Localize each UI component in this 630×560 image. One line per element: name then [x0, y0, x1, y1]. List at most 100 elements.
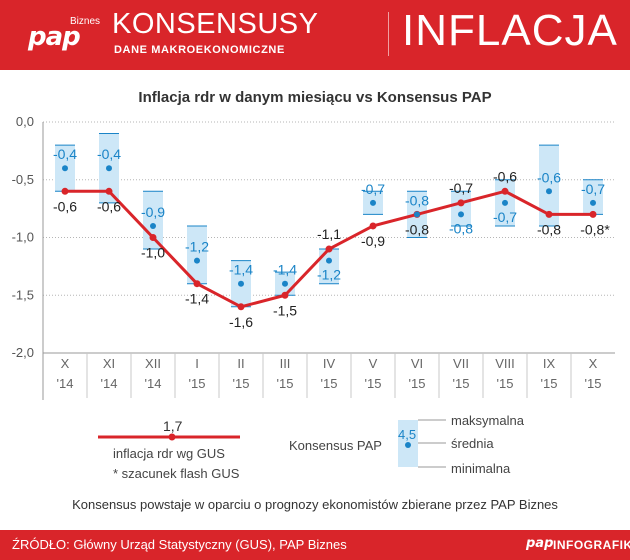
consensus-point [150, 222, 156, 229]
consensus-band [583, 179, 603, 215]
inflation-data-label: -1,5 [273, 302, 297, 318]
inflation-point [237, 303, 245, 311]
inflation-point [325, 245, 333, 253]
inflation-data-label: -0,6 [97, 198, 121, 214]
legend-line-dot [168, 433, 176, 441]
source-text: ŹRÓDŁO: Główny Urząd Statystyczny (GUS),… [12, 537, 347, 552]
x-tick-month: VII [453, 356, 469, 371]
consensus-data-label: -0,4 [53, 146, 77, 162]
inflation-point [501, 187, 509, 195]
x-tick-month: VI [411, 356, 423, 371]
x-tick-year: '14 [57, 376, 74, 391]
y-tick-label: -1,0 [12, 230, 34, 245]
legend-band-dot [405, 442, 411, 448]
consensus-point [414, 211, 420, 218]
inflation-point [369, 222, 377, 230]
consensus-point [282, 280, 288, 287]
consensus-point [458, 211, 464, 218]
consensus-data-label: -0,9 [141, 204, 165, 220]
legend-consensus-sample: 4,5 [398, 427, 417, 442]
inflation-data-label: -1,0 [141, 245, 165, 261]
y-tick-label: -2,0 [12, 345, 34, 360]
x-tick-month: XII [145, 356, 161, 371]
inflation-data-label: -0,8* [580, 221, 610, 237]
consensus-data-label: -1,4 [229, 262, 253, 278]
consensus-data-label: -0,8 [405, 192, 429, 208]
y-tick-label: -1,5 [12, 287, 34, 302]
consensus-point [194, 257, 200, 264]
x-tick-year: '15 [497, 376, 514, 391]
consensus-point [370, 199, 376, 206]
inflation-point [545, 210, 553, 218]
x-tick-year: '15 [277, 376, 294, 391]
legend-line-label: inflacja rdr wg GUS [113, 446, 225, 461]
header-title: KONSENSUSY [112, 8, 319, 40]
consensus-point [106, 165, 112, 172]
header-banner: pap Biznes KONSENSUSY DANE MAKROEKONOMIC… [0, 0, 630, 70]
inflation-point [193, 280, 201, 288]
inflation-point [281, 291, 289, 299]
x-tick-year: '15 [321, 376, 338, 391]
consensus-band [187, 225, 207, 284]
inflation-data-label: -1,4 [185, 291, 209, 307]
consensus-data-label: -1,2 [317, 267, 341, 283]
x-tick-year: '14 [101, 376, 118, 391]
consensus-data-label: -0,8 [449, 220, 473, 236]
consensus-point [546, 188, 552, 195]
inflation-data-label: -1,6 [229, 314, 253, 330]
inflation-data-label: -1,1 [317, 226, 341, 242]
x-tick-month: IX [543, 356, 556, 371]
inflation-data-label: -0,6 [493, 168, 517, 184]
x-tick-month: II [237, 356, 244, 371]
inflation-point [149, 234, 157, 241]
inflation-data-label: -0,9 [361, 233, 385, 249]
consensus-band [143, 191, 163, 250]
consensus-point [238, 280, 244, 287]
inflation-point [105, 187, 113, 195]
x-tick-year: '15 [409, 376, 426, 391]
consensus-data-label: -1,2 [185, 239, 209, 255]
logo-pap-text: pap [28, 22, 81, 52]
x-tick-month: V [369, 356, 378, 371]
x-tick-year: '15 [585, 376, 602, 391]
consensus-point [590, 199, 596, 206]
inflation-data-label: -0,6 [53, 198, 77, 214]
consensus-data-label: -0,7 [361, 181, 385, 197]
consensus-point [62, 165, 68, 172]
header-divider [388, 12, 389, 56]
inflation-point [589, 210, 597, 218]
x-tick-month: IV [323, 356, 336, 371]
consensus-data-label: -0,4 [97, 146, 121, 162]
header-topic: INFLACJA [402, 6, 618, 55]
y-tick-label: 0,0 [16, 114, 34, 129]
consensus-band [319, 249, 339, 284]
legend-mid-label: średnia [451, 436, 494, 451]
x-tick-year: '15 [365, 376, 382, 391]
consensus-data-label: -0,7 [493, 209, 517, 225]
pap-biznes-logo: pap Biznes [28, 16, 100, 52]
x-tick-month: X [589, 356, 598, 371]
inflation-data-label: -0,8 [405, 221, 429, 237]
x-tick-year: '15 [189, 376, 206, 391]
logo-biznes-text: Biznes [70, 16, 101, 27]
inflation-data-label: -0,8 [537, 221, 561, 237]
legend-sample-value: 1,7 [163, 418, 183, 434]
consensus-data-label: -0,7 [581, 181, 605, 197]
x-tick-month: XI [103, 356, 115, 371]
consensus-data-label: -1,4 [273, 262, 297, 278]
consensus-data-label: -0,6 [537, 169, 561, 185]
consensus-point [326, 257, 332, 264]
x-tick-year: '14 [145, 376, 162, 391]
x-tick-month: X [61, 356, 70, 371]
methodology-note: Konsensus powstaje w oparciu o prognozy … [72, 497, 558, 512]
inflation-data-label: -0,7 [449, 180, 473, 196]
chart-title: Inflacja rdr w danym miesiącu vs Konsens… [138, 89, 492, 106]
x-tick-year: '15 [453, 376, 470, 391]
y-tick-label: -0,5 [12, 172, 34, 187]
legend-consensus-label: Konsensus PAP [289, 438, 382, 453]
legend-flash-note: * szacunek flash GUS [113, 466, 240, 481]
consensus-band [539, 145, 559, 226]
consensus-band [451, 191, 471, 226]
x-tick-month: I [195, 356, 199, 371]
